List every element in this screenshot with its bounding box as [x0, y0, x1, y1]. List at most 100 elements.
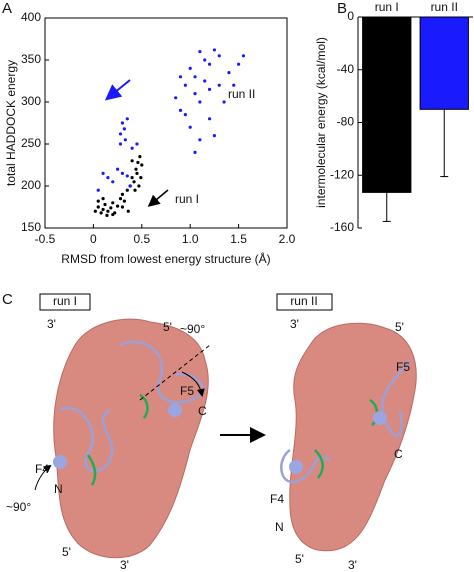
y-axis-label: intermolecular energy (kcal/mol): [314, 37, 328, 208]
y-tick-label: 0: [347, 9, 354, 23]
point: [128, 184, 132, 188]
arrow: [104, 79, 131, 101]
structure-right: [276, 293, 417, 552]
point: [137, 184, 141, 188]
point: [212, 48, 216, 52]
label: 5': [395, 320, 404, 334]
point: [193, 75, 197, 79]
point: [183, 83, 187, 87]
x-tick-label: run II: [431, 0, 458, 14]
point: [93, 209, 97, 213]
point: [174, 96, 178, 100]
structure-left: [34, 293, 211, 559]
label: C: [198, 404, 207, 418]
label: N: [275, 520, 284, 534]
label: ~90°: [6, 500, 31, 514]
point: [217, 54, 221, 58]
label: 5': [295, 552, 304, 566]
y-tick-label: 400: [21, 10, 41, 24]
point: [207, 87, 212, 91]
point: [132, 180, 136, 184]
point: [198, 138, 202, 142]
point: [118, 132, 123, 136]
point: [222, 100, 226, 104]
point: [105, 213, 109, 217]
point: [103, 202, 107, 207]
point: [101, 171, 105, 175]
point: [116, 167, 120, 171]
label: F5: [180, 384, 194, 398]
point: [120, 121, 125, 125]
x-tick-label: -0.5: [35, 232, 56, 246]
labels-left: 3' 5' ~90° C F5 F4 N ~90° 5' 3': [6, 317, 207, 572]
point: [241, 54, 246, 58]
point: [125, 188, 129, 192]
bar: [362, 16, 412, 193]
point: [125, 174, 129, 178]
point: [140, 163, 144, 167]
point: [188, 125, 192, 129]
point: [111, 201, 115, 205]
label: F5: [396, 360, 410, 374]
x-tick-label: 0.5: [133, 232, 150, 246]
point: [120, 205, 125, 209]
point: [109, 206, 113, 210]
point: [122, 127, 126, 131]
y-tick-label: 150: [21, 220, 41, 234]
label: 5': [163, 320, 172, 334]
point: [96, 199, 100, 203]
label: 3': [290, 317, 299, 331]
point: [123, 138, 127, 142]
point: [111, 212, 115, 217]
label: F4: [270, 492, 284, 506]
point: [198, 50, 202, 54]
point: [203, 58, 207, 62]
label: 5': [62, 545, 71, 559]
point: [126, 209, 130, 213]
point: [101, 207, 105, 212]
point: [130, 159, 134, 163]
x-tick-label: 2.0: [279, 232, 296, 246]
point: [122, 199, 126, 203]
point: [139, 176, 143, 180]
point: [134, 167, 138, 171]
arrow: [147, 189, 169, 207]
x-tick-label: 0: [90, 232, 97, 246]
point: [232, 83, 236, 87]
point: [178, 108, 183, 112]
y-tick-label: 300: [21, 94, 41, 108]
label: N: [54, 482, 63, 496]
point: [96, 188, 100, 192]
point: [136, 160, 140, 165]
point: [96, 205, 100, 209]
point: [193, 92, 197, 96]
point: [237, 62, 241, 66]
point: [138, 155, 142, 159]
point: [193, 150, 197, 154]
series-annotation: run II: [228, 87, 255, 101]
y-tick-label: -120: [330, 167, 354, 181]
point: [120, 192, 125, 196]
point: [106, 209, 110, 213]
label: C: [394, 447, 403, 461]
point: [111, 180, 115, 184]
panel-label: B: [337, 0, 347, 17]
point: [130, 176, 134, 180]
point: [125, 117, 129, 121]
label: 3': [348, 558, 357, 572]
plot-frame: [44, 17, 288, 229]
point: [135, 142, 139, 146]
bar: [419, 16, 469, 110]
point: [116, 204, 120, 208]
point: [203, 79, 207, 83]
x-tick-label: run I: [375, 0, 399, 14]
label: 3': [47, 317, 56, 331]
series-annotation: run I: [175, 192, 199, 206]
point: [120, 171, 125, 175]
point: [118, 142, 123, 146]
panel-label: C: [2, 291, 13, 308]
y-tick-label: 350: [21, 52, 41, 66]
label: F4: [35, 462, 49, 476]
y-axis-label: total HADDOCK energy: [4, 60, 18, 186]
